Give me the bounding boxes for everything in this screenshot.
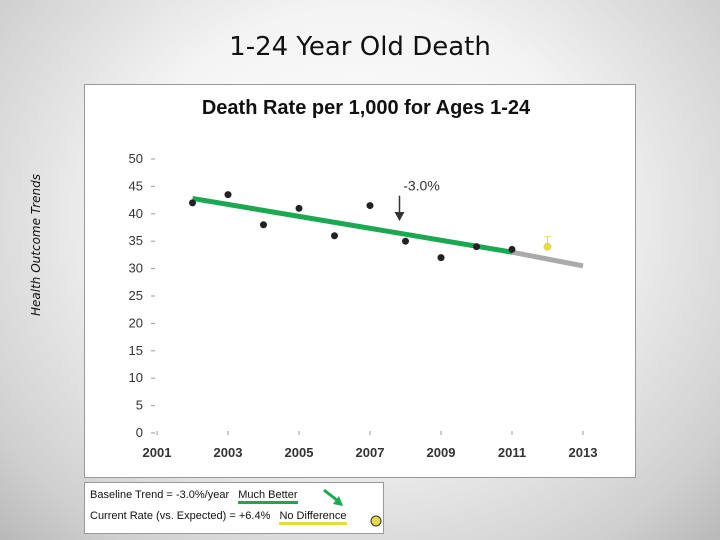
data-point (295, 204, 303, 212)
chart-title: Death Rate per 1,000 for Ages 1-24 (202, 97, 531, 119)
baseline-label: Baseline Trend = (90, 489, 173, 501)
chart-svg: Death Rate per 1,000 for Ages 1-24 0 5 10 1… (129, 97, 598, 460)
current-value: +6.4% (238, 510, 271, 522)
y-tick-label: 25 (129, 288, 143, 303)
y-tick-label: 45 (129, 178, 143, 193)
y-tick-label: 0 (136, 425, 143, 440)
trend-lines (192, 195, 584, 269)
y-tick-label: 5 (136, 398, 143, 413)
annotation-arrow-head (394, 212, 405, 222)
side-label: Health Outcome Trends (29, 174, 43, 316)
y-tick-label: 20 (129, 315, 143, 330)
y-tick-label: 30 (129, 261, 143, 276)
baseline-value: -3.0%/year (175, 489, 230, 501)
baseline-status: Much Better (238, 489, 298, 504)
expected-trend-line (511, 249, 584, 269)
annotation-group: -3.0% (394, 177, 440, 222)
x-axis-ticks: 2001 2003 2005 2007 2009 2011 2013 (143, 431, 598, 460)
slide-title: 1-24 Year Old Death (229, 32, 491, 62)
yellow-dot-icon (370, 515, 382, 527)
legend-row-baseline: Baseline Trend = -3.0%/year Much Better (90, 489, 298, 504)
x-tick-label: 2013 (569, 445, 598, 460)
baseline-trend-line (192, 195, 513, 255)
data-point (437, 254, 445, 262)
x-tick-label: 2005 (285, 445, 314, 460)
legend-row-current: Current Rate (vs. Expected) = +6.4% No D… (90, 510, 347, 525)
y-tick-label: 40 (129, 206, 143, 221)
current-status: No Difference (279, 510, 347, 525)
current-label: Current Rate (vs. Expected) = (90, 510, 236, 522)
annotation-label: -3.0% (403, 177, 440, 193)
data-point (473, 243, 480, 251)
data-point (508, 245, 516, 253)
y-tick-label: 10 (129, 370, 143, 385)
y-tick-label: 15 (129, 343, 143, 358)
data-point (189, 199, 196, 207)
x-tick-label: 2011 (498, 445, 526, 460)
x-tick-label: 2001 (143, 445, 172, 460)
x-tick-label: 2003 (214, 445, 243, 460)
chart-panel: Death Rate per 1,000 for Ages 1-24 0 5 10 1… (84, 84, 636, 478)
data-point (366, 202, 374, 210)
data-point (402, 237, 409, 245)
data-points (189, 191, 552, 262)
green-down-arrow-icon (323, 488, 343, 506)
data-point (260, 221, 267, 229)
y-axis-ticks: 0 5 10 15 20 25 30 35 40 45 50 (129, 151, 155, 440)
x-tick-label: 2007 (356, 445, 385, 460)
data-point (224, 191, 232, 199)
y-tick-label: 35 (129, 233, 143, 248)
legend-box: Baseline Trend = -3.0%/year Much Better … (84, 482, 384, 534)
x-tick-label: 2009 (427, 445, 456, 460)
y-tick-label: 50 (129, 151, 143, 166)
current-point (543, 242, 552, 251)
data-point (331, 232, 338, 240)
